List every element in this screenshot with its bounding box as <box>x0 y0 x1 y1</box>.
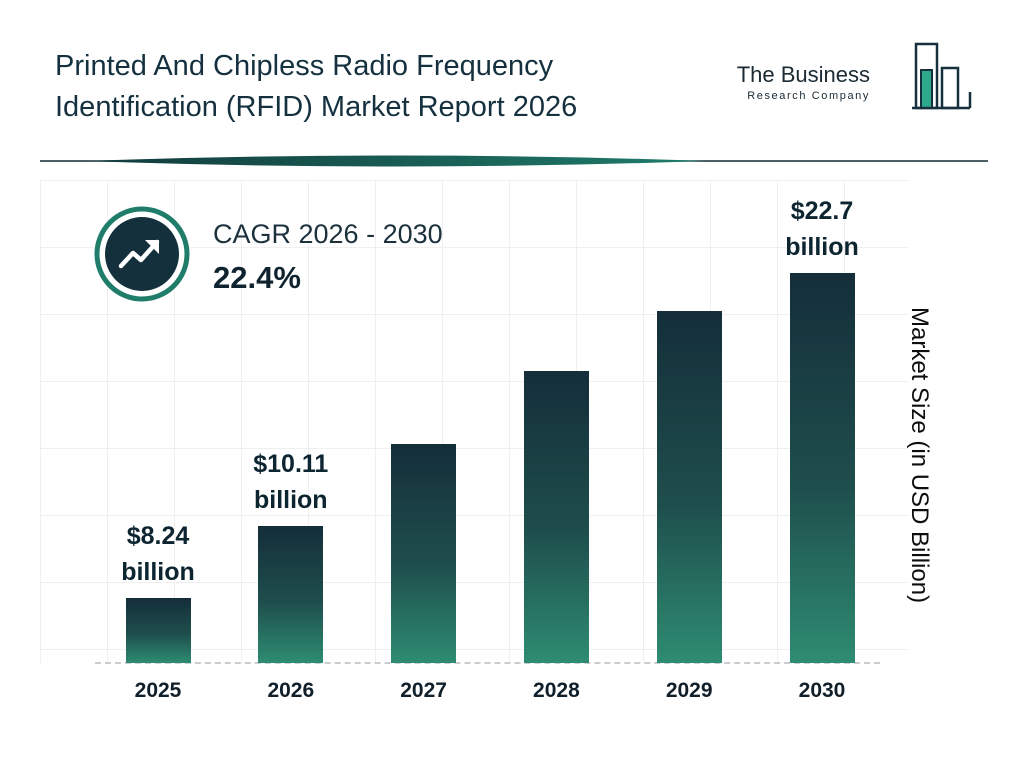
chart-baseline <box>95 662 880 664</box>
cagr-label: CAGR 2026 - 2030 <box>213 219 443 249</box>
x-axis-label: 2028 <box>533 679 580 702</box>
bar-value-label: $22.7 billion <box>785 196 859 261</box>
bar-2027 <box>391 444 457 663</box>
bar-2030 <box>789 273 855 663</box>
bar-2028 <box>523 371 589 663</box>
x-axis-label: 2025 <box>134 679 182 702</box>
x-axis-label: 2027 <box>400 679 447 702</box>
cagr-value: 22.4% <box>213 260 301 295</box>
cagr-badge: CAGR 2026 - 2030 22.4% <box>93 205 443 303</box>
company-logo: The Business Research Company <box>737 40 972 122</box>
logo-bars-icon <box>912 42 972 110</box>
bar-2026 <box>258 526 324 663</box>
bar-value-label: $10.11 billion <box>253 449 329 514</box>
x-axis-label: 2029 <box>665 679 713 702</box>
y-axis-label: Market Size (in USD Billion) <box>906 306 933 604</box>
bar-2025 <box>125 598 191 663</box>
logo-subname: Research Company <box>747 90 870 102</box>
x-axis-label: 2030 <box>798 679 846 702</box>
bar-value-label: $8.24 billion <box>121 521 195 586</box>
cagr-text: CAGR 2026 - 2030 22.4% <box>213 205 443 296</box>
logo-name: The Business <box>736 62 870 87</box>
trending-up-icon <box>94 206 190 302</box>
x-axis-label: 2026 <box>267 679 315 702</box>
page-title: Printed And Chipless Radio Frequency Ide… <box>55 50 578 123</box>
bar-2029 <box>656 311 722 663</box>
divider-rule <box>40 155 988 167</box>
logo-text: The Business Research Company <box>737 62 870 102</box>
